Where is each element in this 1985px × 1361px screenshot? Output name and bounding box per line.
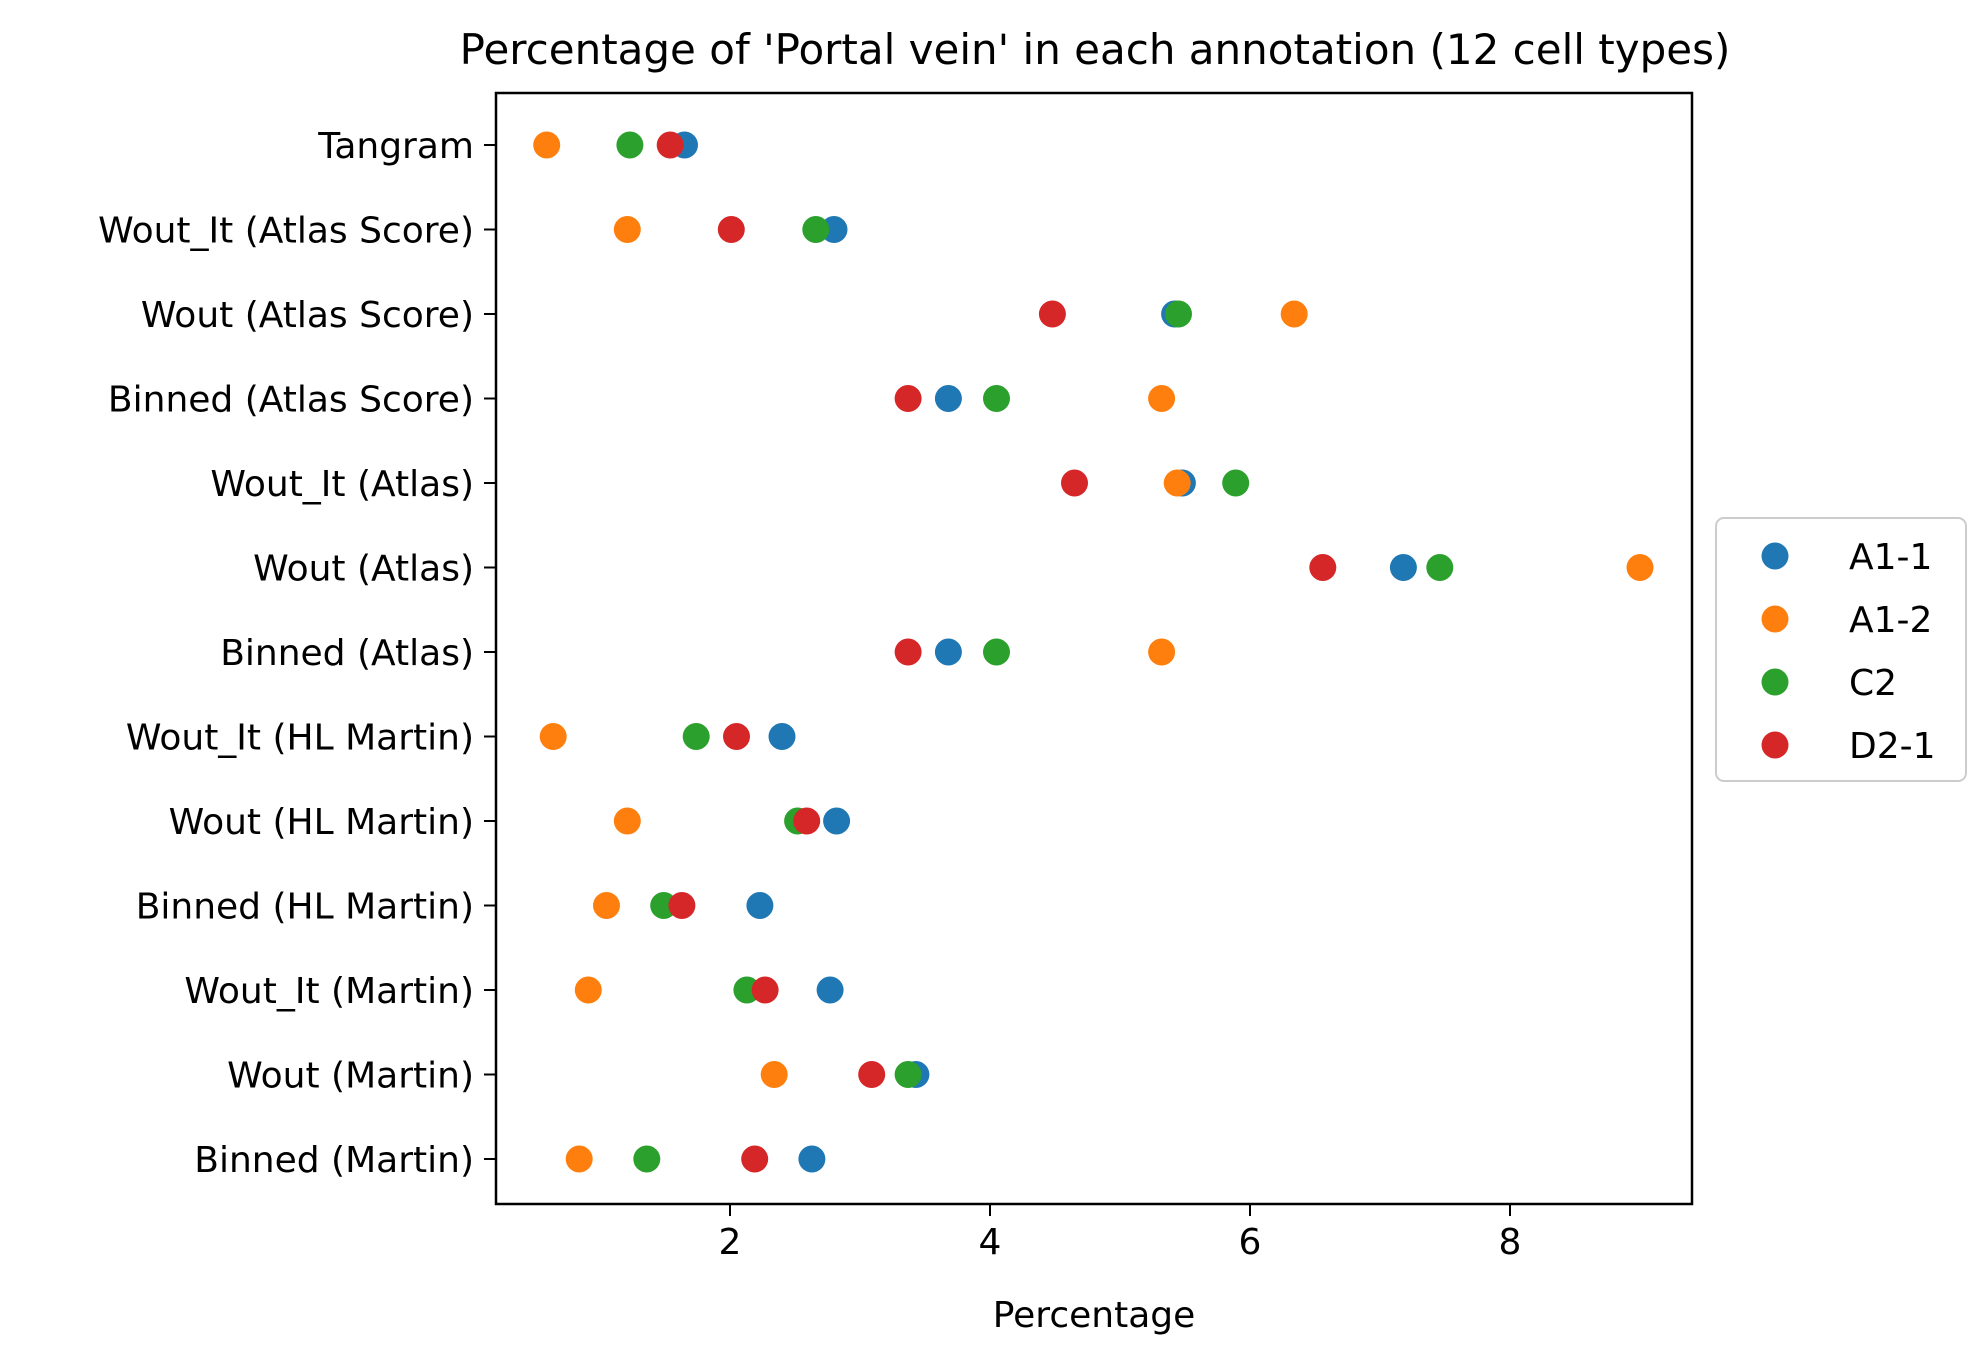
plot-area-frame — [494, 91, 1694, 1206]
data-point-d2-1 — [741, 1145, 769, 1173]
x-tick-label: 4 — [979, 1222, 1002, 1263]
data-point-c2 — [633, 1145, 661, 1173]
legend-label: A1-2 — [1849, 600, 1932, 641]
y-tick-label: Binned (Atlas Score) — [108, 380, 474, 421]
data-point-a1-1 — [746, 892, 774, 919]
data-point-a1-2 — [1280, 300, 1308, 328]
data-point-d2-1 — [751, 976, 779, 1004]
legend-label: D2-1 — [1849, 726, 1936, 767]
data-point-a1-2 — [539, 723, 567, 750]
y-tick-label: Wout_It (Atlas Score) — [98, 211, 474, 252]
data-points-group — [533, 131, 1654, 1173]
data-point-a1-1 — [768, 723, 796, 750]
data-point-d2-1 — [1309, 554, 1337, 581]
x-axis: 2 4 6 8 — [719, 1204, 1522, 1263]
data-point-d2-1 — [668, 892, 696, 919]
x-tick-label: 6 — [1239, 1222, 1262, 1263]
data-point-d2-1 — [1061, 469, 1088, 497]
data-point-a1-1 — [934, 638, 962, 666]
data-point-c2 — [682, 723, 710, 750]
chart-title: Percentage of 'Portal vein' in each anno… — [460, 25, 1731, 74]
data-point-c2 — [983, 385, 1010, 412]
data-point-d2-1 — [793, 807, 821, 835]
data-point-a1-2 — [574, 976, 602, 1004]
data-point-a1-2 — [565, 1145, 593, 1173]
y-tick-label: Binned (Martin) — [194, 1140, 474, 1181]
y-tick-label: Binned (HL Martin) — [136, 887, 474, 928]
y-tick-label: Wout_It (HL Martin) — [126, 718, 474, 759]
data-point-a1-2 — [1626, 554, 1654, 581]
data-point-a1-2 — [593, 892, 620, 919]
legend-label: A1-1 — [1849, 537, 1932, 578]
data-point-a1-1 — [823, 807, 851, 835]
data-point-d2-1 — [717, 216, 745, 243]
y-tick-label: Wout_It (Atlas) — [210, 464, 474, 505]
data-point-a1-2 — [533, 131, 561, 159]
data-point-d2-1 — [1038, 300, 1066, 328]
y-tick-label: Binned (Atlas) — [220, 633, 474, 674]
y-tick-label: Wout (Atlas) — [253, 549, 474, 590]
x-tick-label: 8 — [1499, 1222, 1522, 1263]
legend-frame — [1715, 517, 1967, 782]
y-tick-label: Wout (HL Martin) — [169, 802, 474, 843]
data-point-c2 — [802, 216, 830, 243]
data-point-c2 — [983, 638, 1010, 666]
data-point-c2 — [616, 131, 644, 159]
data-point-a1-2 — [613, 807, 641, 835]
data-point-c2 — [894, 1061, 922, 1088]
data-point-a1-2 — [1148, 385, 1176, 412]
data-point-a1-1 — [1389, 554, 1417, 581]
data-point-d2-1 — [894, 385, 922, 412]
data-point-d2-1 — [894, 638, 922, 666]
data-point-c2 — [1165, 300, 1192, 328]
legend-label: C2 — [1849, 663, 1897, 704]
x-tick-label: 2 — [719, 1222, 742, 1263]
y-tick-label: Tangram — [317, 126, 474, 167]
data-point-d2-1 — [656, 131, 684, 159]
y-tick-label: Wout_It (Martin) — [184, 971, 474, 1012]
data-point-c2 — [1426, 554, 1454, 581]
data-point-d2-1 — [723, 723, 750, 750]
y-tick-label: Wout (Atlas Score) — [141, 295, 474, 336]
data-point-a1-2 — [1148, 638, 1176, 666]
data-point-a1-2 — [760, 1061, 788, 1088]
data-point-a1-1 — [816, 976, 844, 1004]
data-point-a1-1 — [934, 385, 962, 412]
data-point-d2-1 — [858, 1061, 886, 1088]
data-point-a1-2 — [1163, 469, 1191, 497]
legend-marker-c2 — [1761, 668, 1789, 696]
data-point-a1-2 — [613, 216, 641, 243]
legend-marker-d2-1 — [1761, 731, 1789, 759]
legend-marker-a1-1 — [1761, 542, 1789, 570]
y-axis: Tangram Wout_It (Atlas Score) Wout (Atlas … — [98, 126, 496, 1181]
x-axis-label: Percentage — [993, 1295, 1196, 1336]
y-tick-label: Wout (Martin) — [227, 1056, 474, 1097]
legend: A1-1 A1-2 C2 D2-1 — [1715, 517, 1967, 782]
data-point-a1-1 — [798, 1145, 826, 1173]
data-point-c2 — [1222, 469, 1250, 497]
legend-marker-a1-2 — [1761, 605, 1789, 633]
